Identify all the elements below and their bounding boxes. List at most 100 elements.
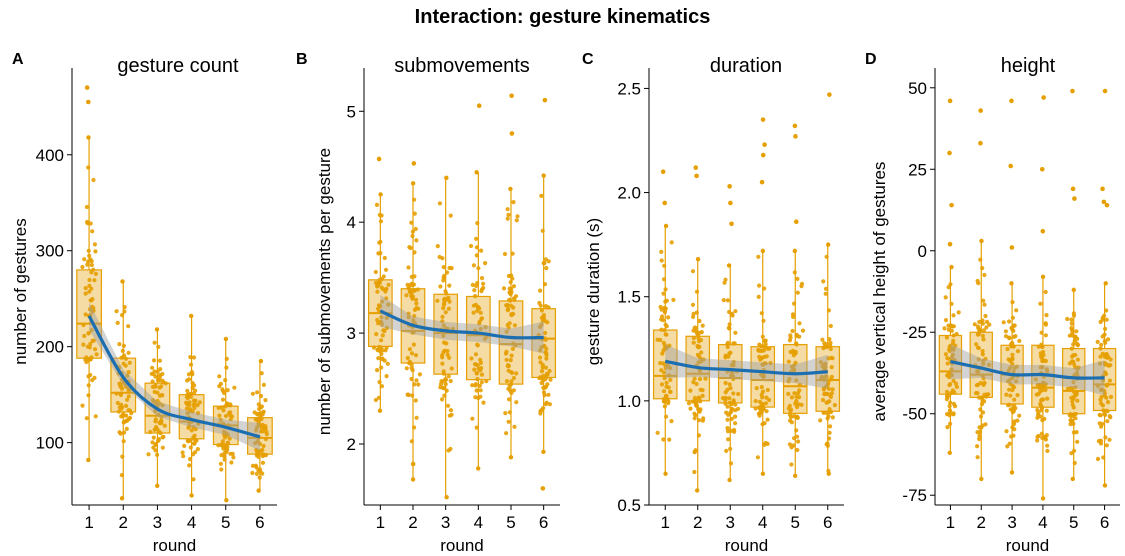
data-point	[376, 356, 381, 361]
data-point	[511, 284, 517, 289]
data-point	[828, 394, 834, 399]
data-point	[446, 403, 451, 408]
data-point	[509, 382, 514, 387]
data-point	[121, 439, 126, 444]
data-point	[414, 378, 419, 383]
data-point	[514, 218, 519, 223]
outlier-point	[84, 85, 90, 90]
data-point	[218, 417, 223, 422]
data-point	[254, 471, 259, 476]
data-point	[759, 311, 764, 316]
data-point	[376, 321, 381, 326]
data-point	[476, 266, 481, 271]
figure-title: Interaction: gesture kinematics	[414, 6, 711, 28]
data-point	[724, 448, 729, 453]
data-point	[795, 276, 800, 281]
x-tick-label: 4	[758, 513, 767, 532]
data-point	[791, 314, 796, 319]
data-point	[83, 286, 88, 291]
data-point	[124, 403, 129, 408]
data-point	[543, 330, 548, 336]
data-point	[797, 382, 802, 387]
data-point	[375, 368, 380, 373]
data-point	[822, 341, 827, 346]
data-point	[789, 462, 794, 467]
y-axis-title: number of gestures	[11, 218, 30, 364]
data-point	[1102, 483, 1108, 488]
data-point	[1009, 470, 1015, 475]
outlier-point	[762, 142, 767, 147]
data-point	[87, 289, 92, 294]
data-point	[1097, 421, 1102, 426]
data-point	[410, 393, 415, 398]
data-point	[227, 436, 232, 441]
data-point	[504, 379, 510, 384]
data-point	[979, 476, 984, 482]
data-point	[981, 337, 986, 342]
data-point	[696, 395, 701, 400]
data-point	[975, 278, 980, 284]
data-point	[732, 341, 737, 346]
data-point	[254, 428, 259, 433]
data-point	[1068, 422, 1073, 427]
data-point	[794, 394, 799, 399]
data-points	[501, 93, 520, 460]
x-tick-label: 3	[1007, 513, 1016, 532]
data-point	[760, 248, 766, 254]
data-point	[733, 309, 738, 314]
data-point	[1037, 385, 1042, 390]
data-point	[1073, 352, 1078, 358]
outlier-point	[1009, 98, 1014, 104]
data-point	[537, 355, 543, 360]
data-point	[479, 372, 485, 377]
data-point	[481, 400, 486, 405]
data-point	[507, 286, 512, 291]
data-point	[386, 282, 391, 287]
data-point	[662, 310, 668, 315]
data-point	[1069, 326, 1074, 331]
data-point	[437, 201, 442, 206]
data-point	[1098, 354, 1103, 359]
data-points	[468, 103, 489, 471]
data-point	[512, 323, 518, 328]
data-point	[821, 410, 826, 415]
data-point	[794, 332, 799, 337]
data-point	[730, 313, 735, 318]
data-point	[446, 295, 451, 300]
data-point	[1102, 393, 1107, 398]
box-round-1	[76, 85, 102, 463]
data-point	[980, 349, 985, 354]
data-point	[379, 315, 384, 320]
data-point	[250, 463, 255, 468]
data-point	[828, 424, 833, 429]
data-point	[379, 338, 384, 343]
data-point	[981, 298, 986, 303]
data-point	[658, 361, 663, 366]
data-point	[667, 437, 672, 442]
x-tick-label: 2	[977, 513, 986, 532]
data-point	[661, 437, 666, 442]
data-point	[84, 204, 89, 210]
data-point	[448, 446, 453, 452]
x-tick-label: 6	[823, 513, 832, 532]
data-point	[661, 340, 666, 345]
x-tick-label: 3	[153, 513, 162, 532]
data-point	[193, 398, 198, 403]
x-tick-label: 5	[506, 513, 515, 532]
data-point	[1007, 402, 1012, 407]
data-point	[692, 395, 698, 401]
data-point	[819, 374, 824, 380]
data-point	[478, 326, 483, 332]
data-point	[1044, 367, 1049, 372]
data-point	[506, 419, 511, 424]
data-point	[948, 421, 953, 426]
data-point	[725, 344, 730, 350]
data-point	[951, 338, 956, 343]
data-point	[83, 291, 88, 296]
data-point	[92, 242, 97, 247]
data-point	[975, 455, 980, 460]
data-point	[87, 253, 92, 258]
